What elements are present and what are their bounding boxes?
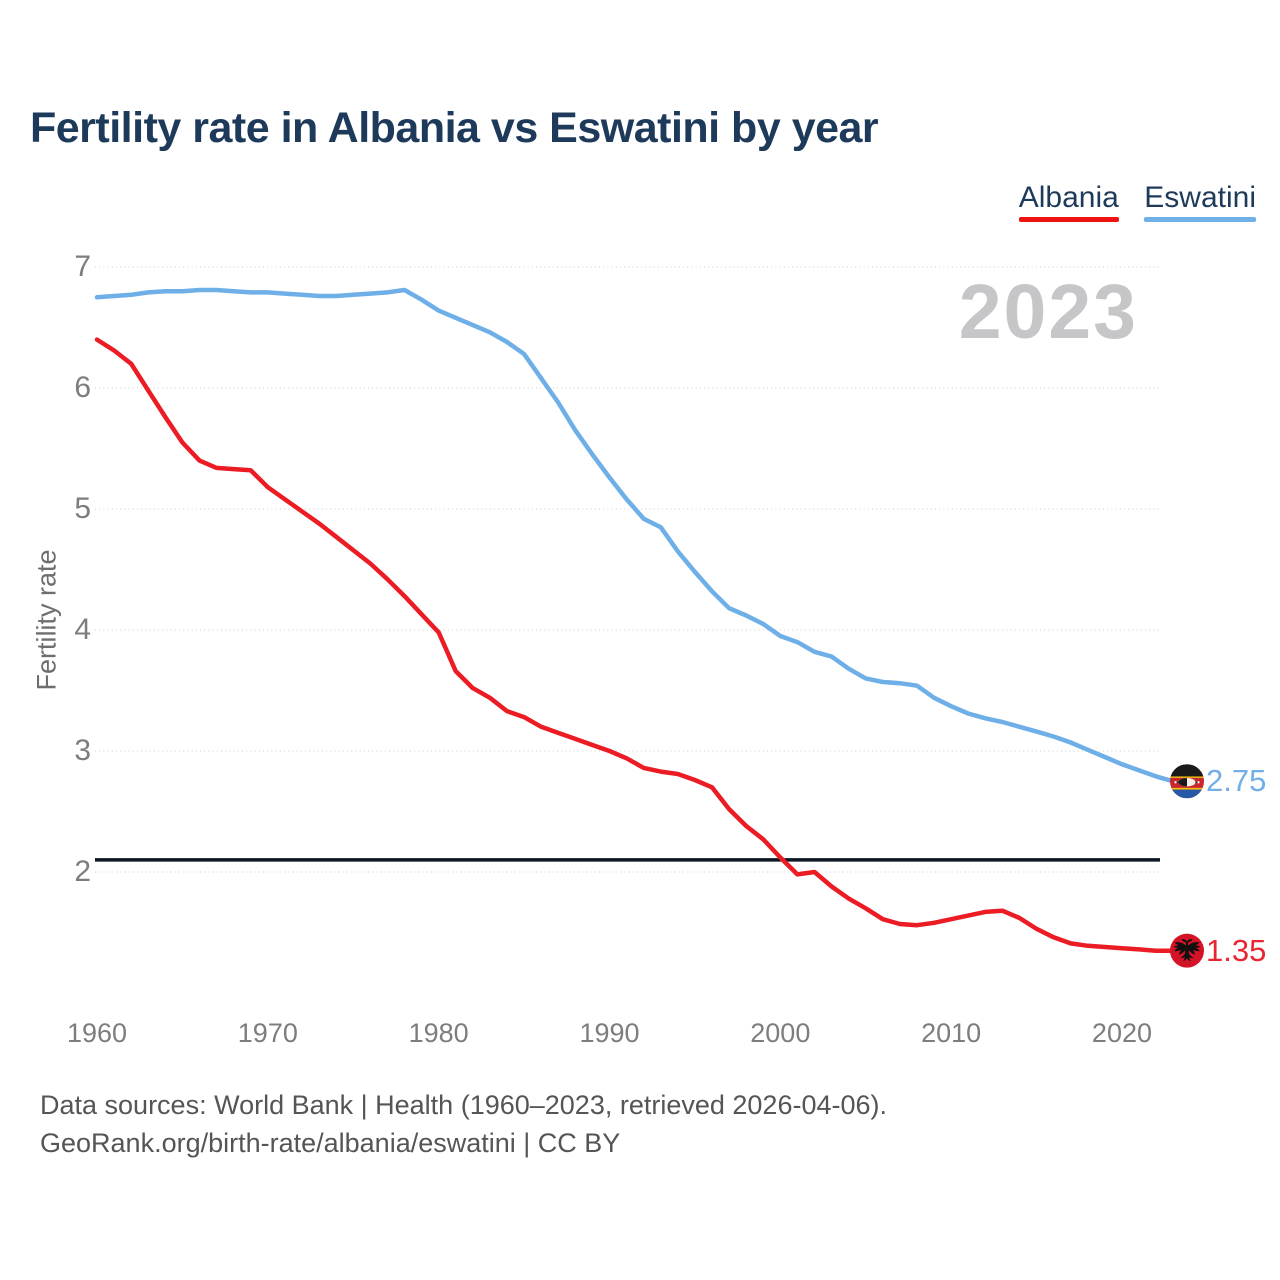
footer: Data sources: World Bank | Health (1960–…	[40, 1086, 887, 1162]
y-tick-label-5: 5	[74, 492, 91, 525]
albania-flag-icon	[1170, 933, 1204, 968]
x-tick-label-2010: 2010	[921, 1018, 982, 1048]
y-tick-label-2: 2	[74, 855, 91, 888]
y-tick-label-3: 3	[74, 734, 91, 767]
eswatini-flag-icon	[1170, 764, 1204, 799]
y-tick-label-4: 4	[74, 613, 91, 646]
albania-line[interactable]	[94, 337, 1176, 953]
y-tick-label-7: 7	[74, 250, 91, 283]
legend-item-albania[interactable]: Albania	[1018, 181, 1119, 222]
legend-swatch-eswatini	[1144, 217, 1256, 222]
x-tick-label-1960: 1960	[66, 1018, 128, 1048]
footer-attribution: GeoRank.org/birth-rate/albania/eswatini …	[40, 1128, 621, 1158]
page-title: Fertility rate in Albania vs Eswatini by…	[30, 104, 879, 152]
legend-label-albania: Albania	[1018, 181, 1119, 214]
legend: Albania Eswatini	[998, 183, 1256, 222]
legend-item-eswatini[interactable]: Eswatini	[1144, 183, 1256, 222]
x-tick-label-2020: 2020	[1091, 1018, 1152, 1048]
y-tick-label-6: 6	[74, 371, 91, 404]
legend-swatch-albania	[1018, 217, 1119, 222]
albania-end-value-label: 1.35	[1206, 932, 1267, 968]
footer-sources: Data sources: World Bank | Health (1960–…	[40, 1090, 887, 1120]
x-tick-label-2000: 2000	[750, 1018, 811, 1048]
year-watermark: 2023	[958, 269, 1138, 355]
x-tick-label-1970: 1970	[237, 1018, 298, 1048]
eswatini-line[interactable]	[94, 287, 1176, 784]
x-tick-label-1980: 1980	[408, 1018, 469, 1048]
x-tick-label-1990: 1990	[579, 1018, 640, 1048]
y-axis-title: Fertility rate	[31, 549, 62, 691]
eswatini-end-value-label: 2.75	[1206, 763, 1267, 799]
gridlines	[95, 266, 1160, 873]
legend-label-eswatini: Eswatini	[1144, 181, 1256, 214]
